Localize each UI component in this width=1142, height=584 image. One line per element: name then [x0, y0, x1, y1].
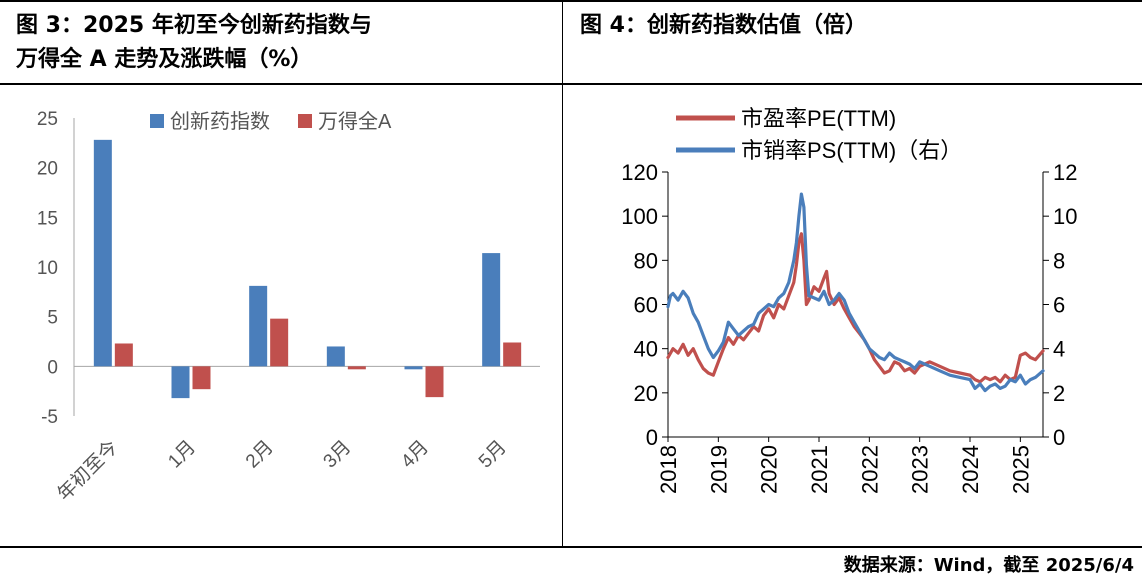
- bar-y-tick-label: -5: [41, 407, 58, 428]
- line-x-tick-label: 2024: [958, 445, 983, 494]
- frame-top-border: [0, 0, 1142, 2]
- bar-x-tick-label: 5月: [475, 437, 511, 473]
- line-right-tick-label: 10: [1053, 204, 1077, 229]
- bar-1-0: [114, 343, 133, 367]
- bar-0-2: [249, 285, 268, 367]
- bar-legend-label-0: 创新药指数: [170, 110, 270, 133]
- frame-header-divider: [0, 83, 1142, 85]
- line-series-1: [666, 192, 1045, 393]
- frame-middle-divider: [562, 0, 563, 548]
- line-x-tick-label: 2019: [706, 445, 731, 494]
- line-left-tick-label: 60: [634, 293, 658, 318]
- line-series-0: [666, 232, 1045, 384]
- line-right-tick-label: 8: [1053, 248, 1065, 273]
- line-legend-label-0: 市盈率PE(TTM): [741, 106, 896, 131]
- line-x-tick-label: 2018: [656, 445, 681, 494]
- right-panel-title: 图 4：创新药指数估值（倍）: [580, 13, 867, 38]
- line-right-tick-label: 0: [1053, 425, 1065, 450]
- bar-x-tick-label: 1月: [164, 437, 200, 473]
- bar-1-3: [347, 366, 366, 370]
- bar-1-5: [503, 342, 522, 367]
- line-left-tick-label: 0: [646, 425, 658, 450]
- line-left-tick-label: 120: [621, 160, 658, 185]
- bar-chart: -5 0 5 10 15 20 25 年初至今 1月 2月 3月 4月 5月 创新药指数 万得全A: [37, 109, 540, 505]
- bar-legend-swatch-1: [298, 114, 312, 128]
- bar-legend-label-1: 万得全A: [318, 110, 392, 133]
- line-right-tick-label: 12: [1053, 160, 1077, 185]
- line-right-tick-label: 2: [1053, 381, 1065, 406]
- line-legend-label-1: 市销率PS(TTM)（右）: [741, 138, 962, 163]
- left-panel-title-line2: 万得全 A 走势及涨跌幅（%）: [16, 47, 313, 72]
- line-x-tick-label: 2021: [807, 445, 832, 494]
- line-left-tick-label: 40: [634, 337, 658, 362]
- bar-y-tick-label: 25: [37, 109, 58, 130]
- bar-x-tick-label: 年初至今: [53, 436, 122, 505]
- line-left-tick-label: 100: [621, 204, 658, 229]
- bar-y-tick-label: 0: [47, 357, 58, 378]
- bar-x-tick-label: 4月: [397, 437, 433, 473]
- line-x-tick-label: 2022: [857, 445, 882, 494]
- bar-x-tick-label: 2月: [242, 437, 278, 473]
- bar-y-tick-label: 10: [37, 258, 58, 279]
- line-chart: 0 20 40 60 80 100 120 0 2 4 6 8 10 12 2018 2019 2020 2021…: [621, 106, 1077, 494]
- line-right-tick-label: 6: [1053, 293, 1065, 318]
- bar-0-4: [404, 366, 423, 370]
- line-right-tick-label: 4: [1053, 337, 1065, 362]
- line-left-tick-label: 80: [634, 248, 658, 273]
- bar-1-4: [425, 366, 444, 398]
- bar-y-tick-label: 15: [37, 208, 58, 229]
- bar-0-3: [326, 346, 345, 367]
- line-x-tick-label: 2023: [908, 445, 933, 494]
- bar-0-1: [171, 366, 190, 399]
- bar-0-5: [482, 253, 501, 367]
- line-left-tick-label: 20: [634, 381, 658, 406]
- frame-bottom-border: [0, 546, 1142, 548]
- data-source-note: 数据来源：Wind，截至 2025/6/4: [843, 555, 1134, 576]
- bar-1-2: [270, 318, 289, 367]
- line-x-tick-label: 2020: [757, 445, 782, 494]
- bar-y-tick-label: 5: [47, 308, 58, 329]
- bar-y-tick-label: 20: [37, 159, 58, 180]
- bar-x-tick-label: 3月: [320, 437, 356, 473]
- bar-legend-swatch-0: [150, 114, 164, 128]
- left-panel-title-line1: 图 3：2025 年初至今创新药指数与: [16, 13, 372, 38]
- bar-1-1: [192, 366, 211, 390]
- line-x-tick-label: 2025: [1008, 445, 1033, 494]
- bar-0-0: [93, 139, 112, 367]
